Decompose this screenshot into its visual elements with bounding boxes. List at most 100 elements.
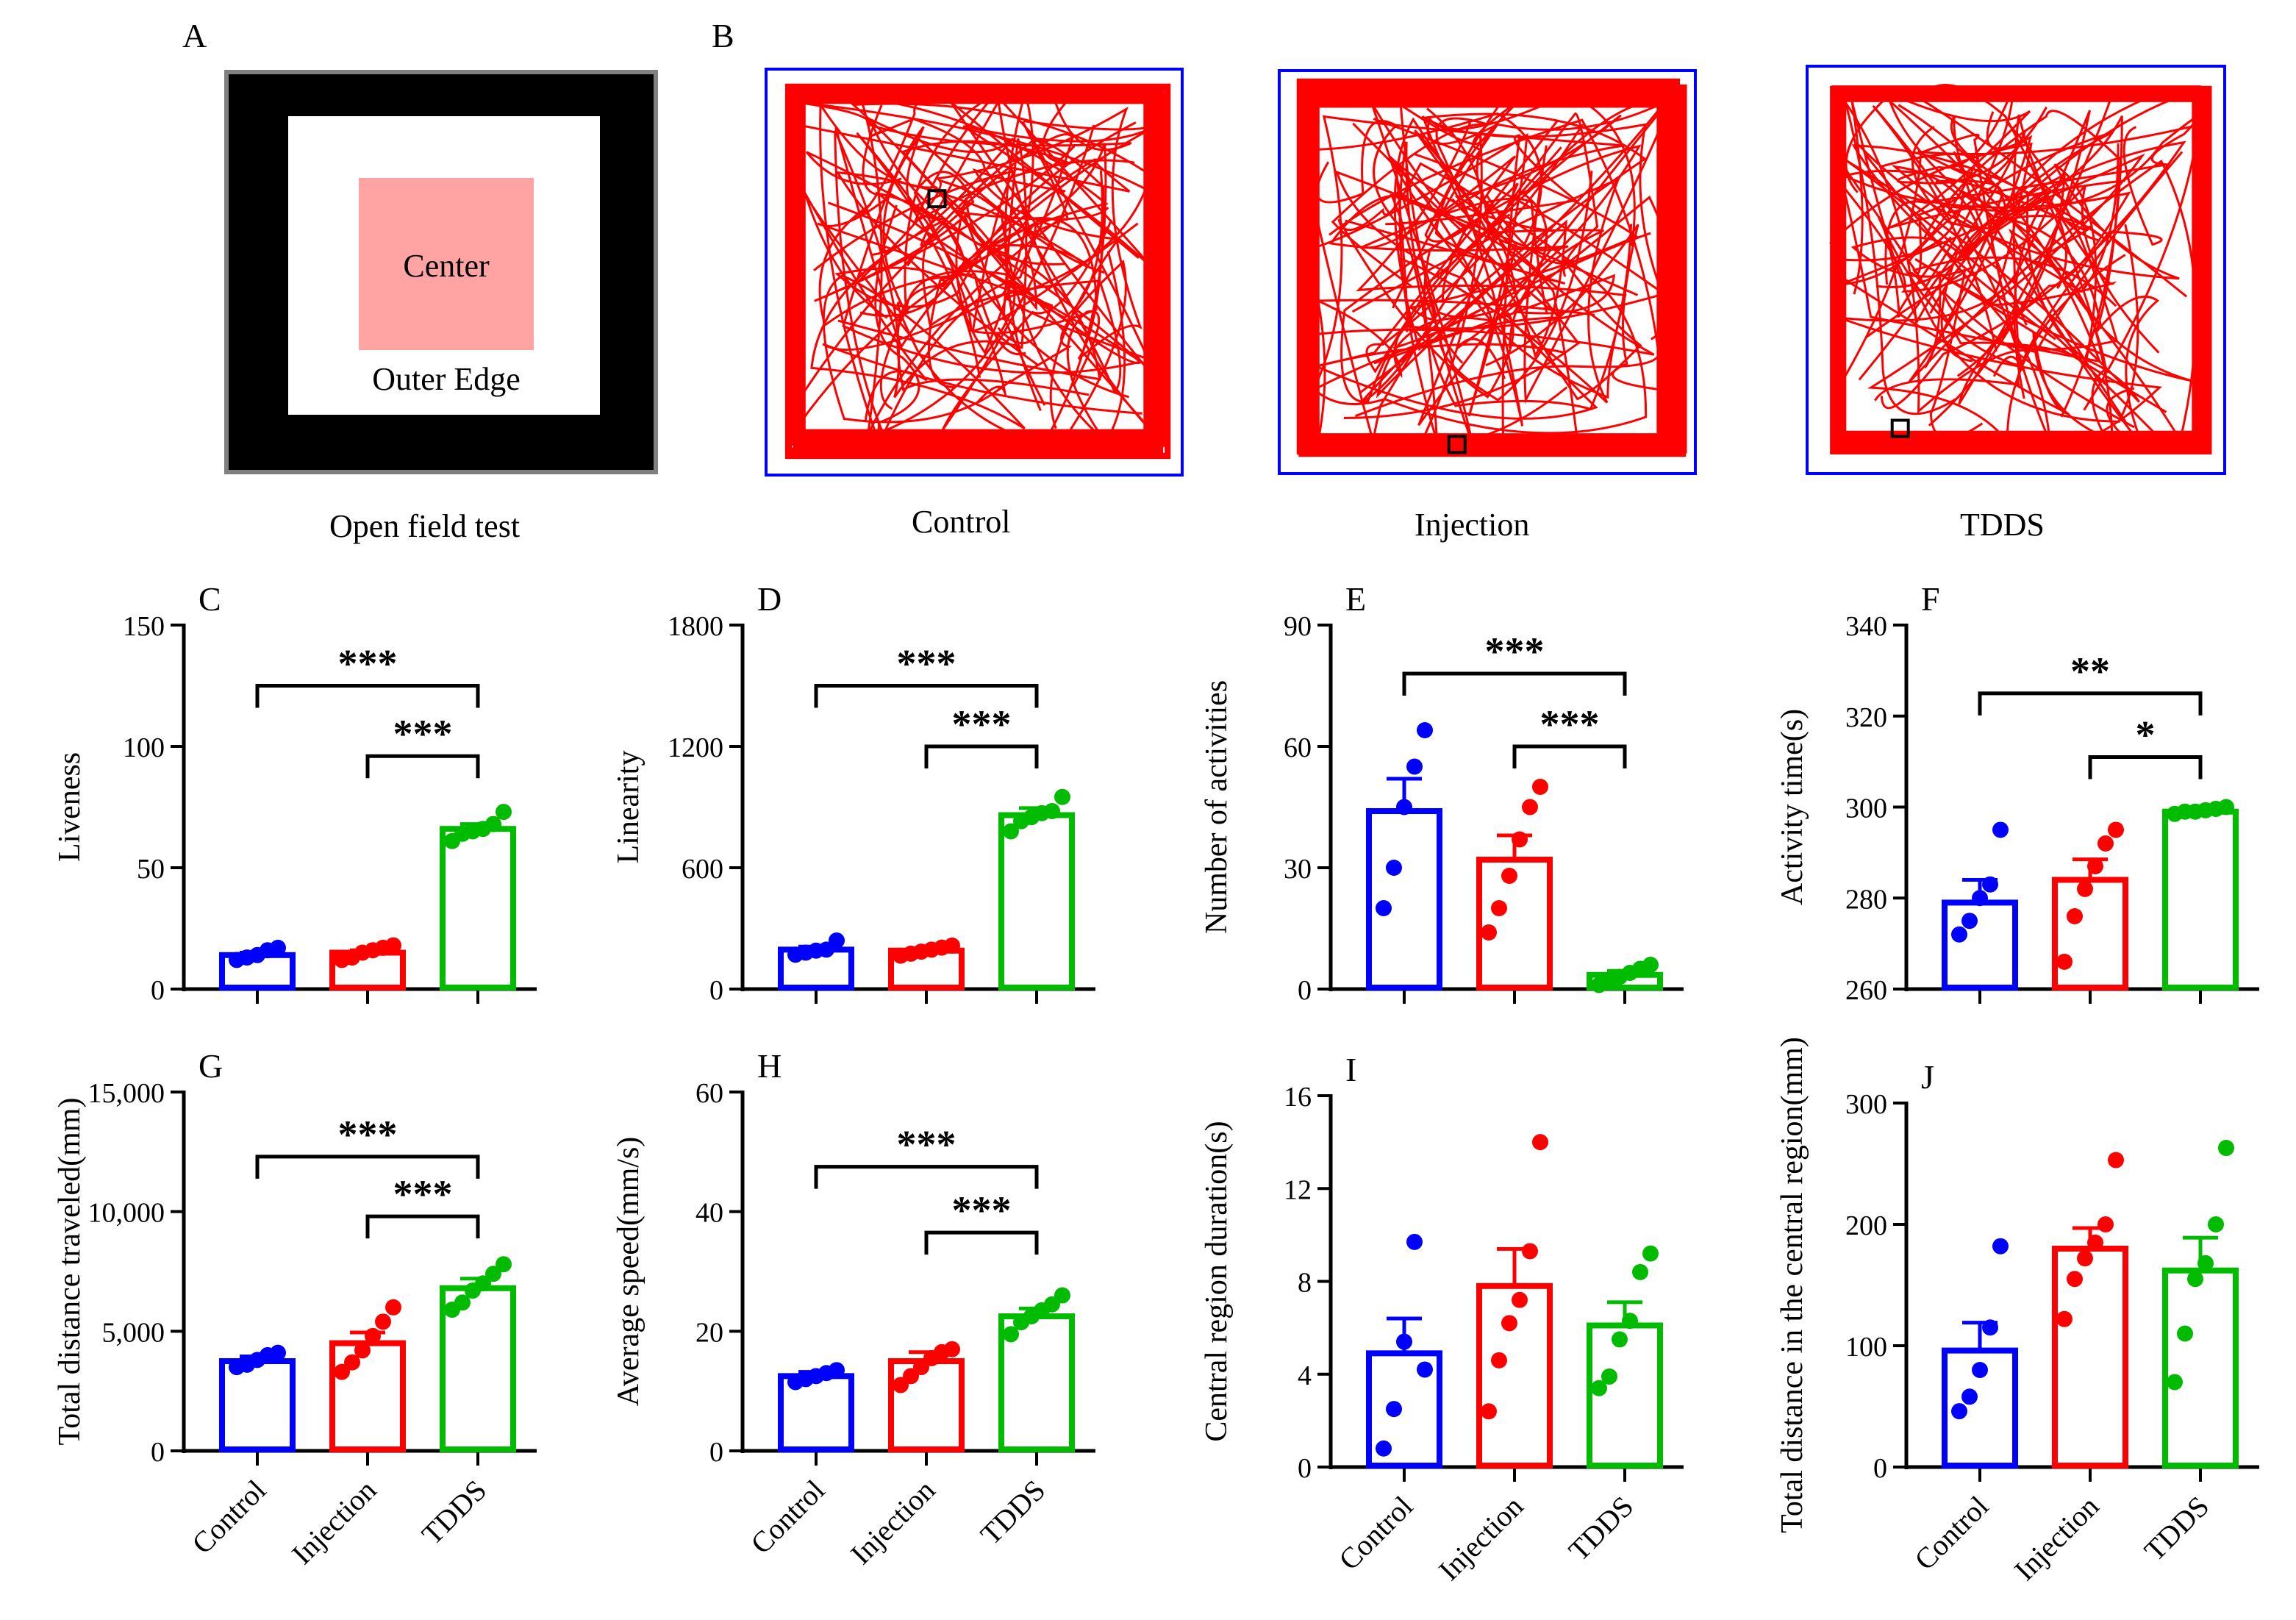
- significance-label: ***: [338, 642, 398, 686]
- y-tick-label: 40: [695, 1198, 723, 1229]
- data-point-injection: [2056, 1310, 2073, 1327]
- bar-control: [1366, 808, 1442, 991]
- data-point-injection: [1491, 1352, 1507, 1369]
- data-point-injection: [375, 1313, 391, 1330]
- panel-letter: C: [199, 580, 221, 618]
- x-tick-label: TDDS: [2138, 1490, 2216, 1568]
- data-point-injection: [1532, 779, 1548, 795]
- x-tick-label: Control: [744, 1474, 831, 1560]
- bar-injection: [2052, 877, 2128, 991]
- x-tick-label: TDDS: [974, 1474, 1052, 1552]
- significance-label: ***: [897, 642, 956, 686]
- significance-bracket: ***: [924, 702, 1039, 768]
- data-point-control: [1961, 913, 1978, 929]
- start-marker: [1890, 418, 1910, 438]
- y-tick-label: 16: [1284, 1082, 1312, 1113]
- y-tick-label: 200: [1845, 1210, 1887, 1241]
- y-tick-label: 1200: [668, 732, 723, 763]
- data-point-tdds: [496, 1256, 512, 1273]
- data-point-control: [1396, 1333, 1412, 1350]
- bar-injection: [888, 1358, 965, 1452]
- data-point-control: [1951, 1403, 1967, 1420]
- data-point-tdds: [1622, 1313, 1638, 1330]
- data-point-injection: [1481, 924, 1497, 941]
- outer-edge-label: Outer Edge: [372, 361, 521, 397]
- y-tick-label: 15,000: [88, 1078, 165, 1109]
- significance-bracket: ***: [814, 1123, 1039, 1189]
- bar-control: [1942, 899, 2018, 991]
- data-point-injection: [2077, 1250, 2093, 1267]
- panel-letter: J: [1921, 1058, 1934, 1096]
- y-tick-label: 0: [1873, 1453, 1887, 1484]
- data-point-injection: [385, 1299, 401, 1316]
- data-point-control: [829, 932, 845, 949]
- data-point-control: [1386, 860, 1402, 876]
- x-tick-label: Injection: [2008, 1490, 2105, 1587]
- bar-tdds: [2162, 808, 2239, 991]
- significance-bracket: ***: [365, 712, 480, 779]
- data-point-control: [270, 939, 286, 956]
- x-tick-label: Control: [185, 1474, 272, 1560]
- chart-c-liveness: C 0 50 100 150 Liveness *** ***: [53, 580, 537, 1006]
- y-tick-label: 300: [1845, 793, 1887, 824]
- data-point-injection: [2108, 821, 2124, 838]
- data-point-injection: [385, 937, 401, 954]
- chart-i-central-region-duration: I 0 4 8 12 16 Central region duration(s) Contro…: [1200, 1051, 1684, 1587]
- data-point-tdds: [1003, 1326, 1019, 1343]
- trace-control: [765, 68, 1184, 477]
- x-tick-label: Control: [1332, 1490, 1419, 1577]
- significance-bracket: ***: [255, 1113, 480, 1179]
- y-axis-label: Liveness: [53, 752, 87, 862]
- data-point-control: [1982, 1319, 1998, 1336]
- significance-label: ***: [1540, 702, 1600, 746]
- significance-label: ***: [952, 702, 1012, 746]
- data-point-injection: [2067, 1271, 2083, 1288]
- data-point-injection: [1522, 799, 1538, 816]
- data-point-control: [1406, 758, 1423, 775]
- chart-j-central-region-distance: J 0 100 200 300 Total distance in the central…: [1775, 1037, 2259, 1587]
- y-tick-label: 60: [695, 1078, 723, 1109]
- significance-bracket: ***: [814, 642, 1039, 708]
- data-point-injection: [2087, 1234, 2103, 1251]
- data-point-control: [1396, 799, 1412, 816]
- panel-b-letter: B: [712, 17, 734, 54]
- significance-bracket: ***: [1512, 702, 1627, 768]
- data-point-control: [1992, 821, 2009, 838]
- trace-injection-caption: Injection: [1415, 507, 1530, 543]
- data-point-injection: [944, 937, 960, 954]
- y-axis-label: Linearity: [612, 751, 645, 864]
- x-tick-label: TDDS: [1562, 1490, 1640, 1568]
- y-tick-label: 150: [123, 611, 165, 642]
- x-tick-label: Injection: [285, 1474, 382, 1571]
- y-tick-label: 0: [709, 1437, 723, 1468]
- y-tick-label: 4: [1298, 1360, 1312, 1391]
- significance-label: ***: [897, 1123, 956, 1167]
- data-point-control: [1961, 1388, 1978, 1405]
- data-point-control: [1972, 890, 1988, 907]
- data-point-tdds: [1642, 957, 1659, 973]
- panel-letter: H: [757, 1047, 782, 1085]
- significance-bracket: ***: [365, 1172, 480, 1239]
- panel-letter: F: [1921, 580, 1940, 618]
- panel-letter: G: [199, 1047, 223, 1085]
- data-point-injection: [1481, 1403, 1497, 1420]
- x-tick-label: Injection: [1432, 1490, 1529, 1587]
- data-point-tdds: [485, 1266, 501, 1282]
- data-point-tdds: [1044, 803, 1060, 819]
- y-tick-label: 0: [151, 975, 165, 1006]
- significance-label: *: [2136, 713, 2156, 757]
- data-point-injection: [1512, 831, 1528, 848]
- significance-label: ***: [1485, 629, 1545, 674]
- data-point-control: [1982, 876, 1998, 893]
- bar-tdds: [998, 812, 1075, 991]
- data-point-injection: [2097, 1216, 2114, 1232]
- data-point-tdds: [2218, 799, 2234, 816]
- movement-trace: [784, 83, 1171, 460]
- data-point-injection: [365, 1327, 381, 1344]
- trace-injection: [1278, 69, 1697, 475]
- bar-tdds: [2162, 1267, 2239, 1469]
- significance-label: ***: [952, 1188, 1012, 1232]
- movement-trace: [1829, 83, 2212, 454]
- data-point-tdds: [1612, 1331, 1628, 1348]
